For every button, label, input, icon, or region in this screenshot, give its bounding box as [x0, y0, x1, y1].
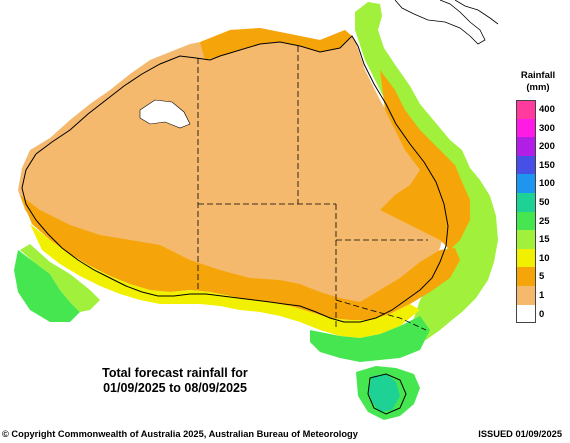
legend-swatch	[516, 248, 536, 268]
legend-swatch	[516, 174, 536, 193]
legend-swatch	[516, 304, 536, 324]
legend-row: 300	[508, 118, 568, 138]
legend-swatch	[516, 192, 536, 212]
rain-zone-10-south	[30, 224, 420, 338]
legend-label: 0	[539, 308, 545, 320]
legend-label: 25	[539, 215, 550, 227]
legend-rows: 400 300 200 150 100 50 25 15 10 5 1 0	[508, 100, 568, 324]
rain-zone-5-south	[20, 195, 460, 320]
legend-swatch	[516, 155, 536, 175]
legend-swatch	[516, 118, 536, 138]
copyright-text: © Copyright Commonwealth of Australia 20…	[2, 429, 358, 439]
legend-swatch	[516, 100, 536, 119]
legend-label: 1	[539, 289, 545, 301]
legend-label: 150	[539, 159, 555, 171]
legend-label: 5	[539, 271, 545, 283]
png-coastline-east	[454, 0, 499, 25]
issued-date: ISSUED 01/09/2025	[478, 429, 562, 439]
rain-zone-15-southwest	[20, 244, 100, 312]
legend-swatch	[516, 285, 536, 305]
legend-row: 10	[508, 248, 568, 268]
legend-swatch	[516, 137, 536, 156]
legend-row: 5	[508, 267, 568, 286]
legend-label: 200	[539, 141, 555, 153]
legend-label: 400	[539, 104, 555, 115]
legend-row: 1	[508, 285, 568, 305]
legend-label: 50	[539, 196, 550, 208]
rain-zone-5-north	[200, 28, 352, 60]
legend-row: 200	[508, 137, 568, 156]
legend-row: 25	[508, 211, 568, 231]
legend-label: 15	[539, 234, 550, 246]
legend-swatch	[516, 230, 536, 249]
map-title-line2: 01/09/2025 to 08/09/2025	[103, 381, 247, 395]
rain-zone-50-tasmania	[368, 374, 400, 412]
legend-label: 10	[539, 252, 550, 264]
legend-row: 0	[508, 304, 568, 324]
legend-row: 150	[508, 155, 568, 175]
lake-shape	[139, 99, 191, 129]
map-title-line1: Total forecast rainfall for	[102, 366, 248, 380]
legend-label: 100	[539, 178, 555, 190]
rain-zone-25-southeast	[310, 316, 430, 362]
legend-label: 300	[539, 122, 555, 134]
map-canvas	[14, 0, 499, 420]
footer: © Copyright Commonwealth of Australia 20…	[0, 429, 570, 443]
legend-row: 15	[508, 230, 568, 249]
legend-row: 50	[508, 192, 568, 212]
state-border-nsw-vic	[335, 299, 427, 331]
map-title: Total forecast rainfall for 01/09/2025 t…	[70, 366, 280, 396]
legend-row: 400	[508, 100, 568, 119]
rain-zone-25-southwest	[14, 250, 80, 322]
png-coastline	[394, 0, 486, 45]
legend-swatch	[516, 211, 536, 231]
rain-zone-5-east	[380, 70, 470, 250]
rainfall-map: Total forecast rainfall for 01/09/2025 t…	[14, 0, 499, 420]
australia-coastline	[21, 35, 449, 323]
tasmania-coastline	[367, 373, 407, 415]
legend-swatch	[516, 267, 536, 286]
rainfall-legend: Rainfall (mm) 400 300 200 150 100 50 25 15 10 5 1 0	[508, 70, 568, 324]
legend-title-line1: Rainfall	[520, 70, 556, 81]
legend-row: 100	[508, 174, 568, 193]
legend-title-line2: (mm)	[526, 82, 550, 93]
legend-title: Rainfall (mm)	[508, 70, 568, 94]
